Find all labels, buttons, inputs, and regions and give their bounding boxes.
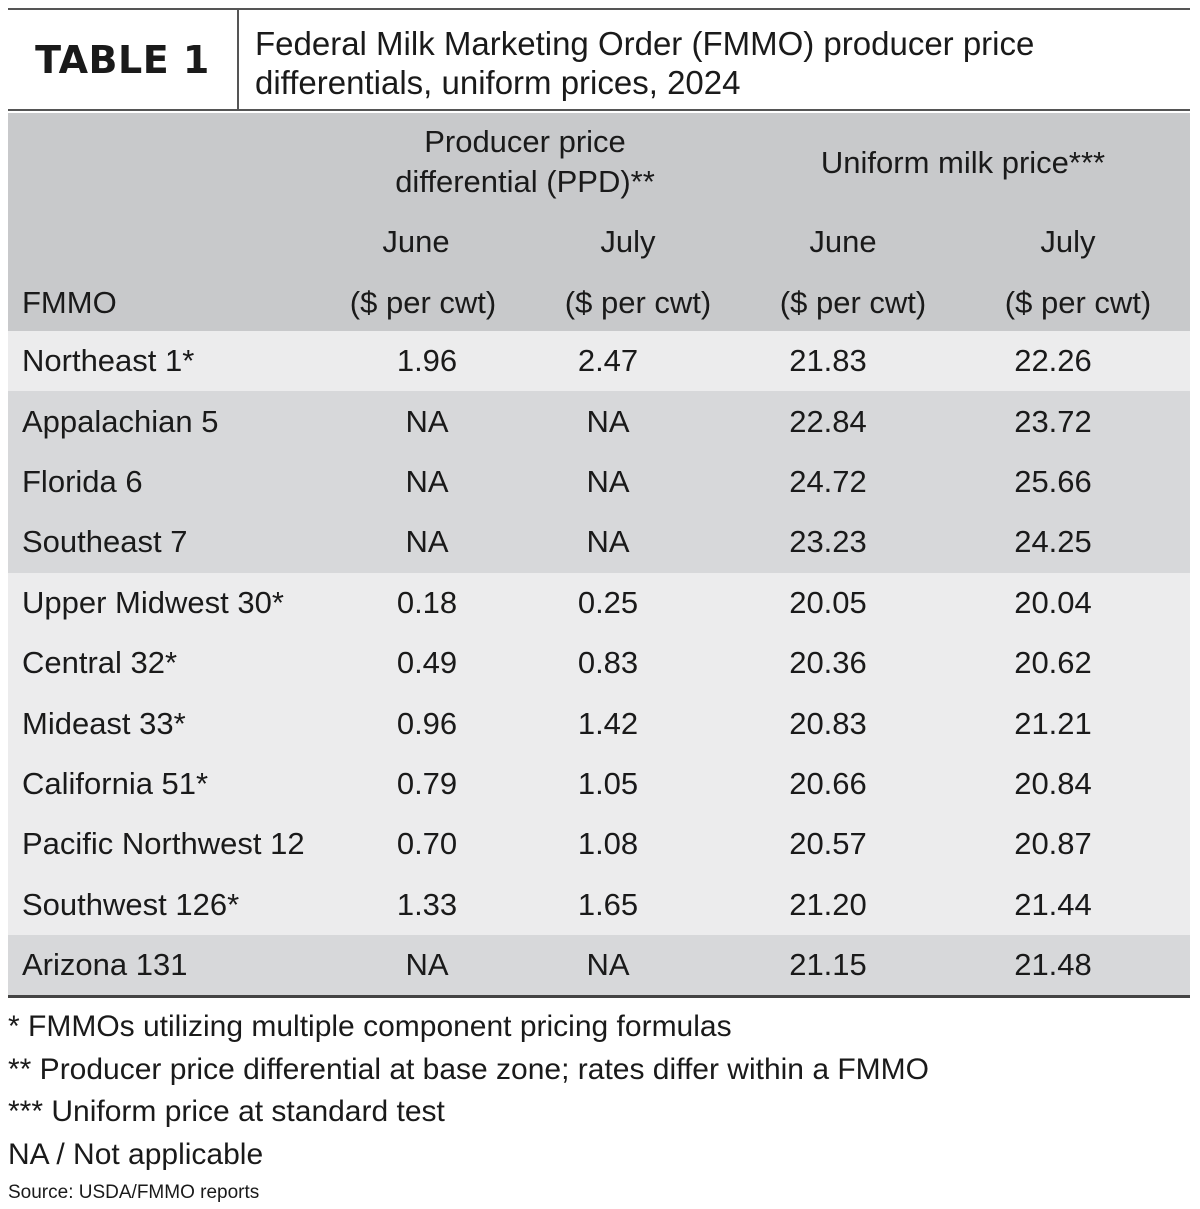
uniform-june-value: 23.23 [789,524,867,560]
table-number-label: TABLE 1 [8,10,239,109]
table-row: Upper Midwest 30* 0.18 0.25 20.05 20.04 [8,573,1190,633]
fmmo-name: Mideast 33* [22,705,186,741]
ppd-june-value: NA [405,947,449,983]
ppd-july-value: 0.25 [577,584,639,620]
row-group-3: Upper Midwest 30* 0.18 0.25 20.05 20.04 … [8,572,1190,935]
uniform-july-value: 20.84 [1014,765,1092,801]
table-title-line-1: Federal Milk Marketing Order (FMMO) prod… [255,25,1035,62]
fmmo-name: Upper Midwest 30* [22,584,284,620]
uniform-july-value: 21.21 [1014,705,1092,741]
uniform-june-value: 22.84 [789,403,867,439]
row-group-2: Appalachian 5 NA NA 22.84 23.72 Florida … [8,391,1190,573]
row-group-1: Northeast 1* 1.96 2.47 21.83 22.26 [8,331,1190,392]
table-row: Northeast 1* 1.96 2.47 21.83 22.26 [8,331,1190,391]
footnote-2: ** Producer price differential at base z… [8,1052,929,1086]
table-header-bar: TABLE 1 Federal Milk Marketing Order (FM… [8,8,1190,111]
uniform-july-value: 20.87 [1014,826,1092,862]
fmmo-name: Pacific Northwest 12 [22,826,305,862]
uniform-june-value: 20.57 [789,826,867,862]
ppd-july-value: 0.83 [577,645,639,681]
uniform-june-value: 20.83 [789,705,867,741]
uniform-june-value: 21.83 [789,343,867,379]
table-row: California 51* 0.79 1.05 20.66 20.84 [8,754,1190,814]
table-column-header: Producer price differential (PPD)** Unif… [8,113,1190,331]
uniform-july-header: July [1040,224,1096,259]
uniform-july-value: 22.26 [1014,343,1092,379]
uniform-june-value: 20.05 [789,584,867,620]
uniform-june-header: June [809,224,877,259]
ppd-july-value: 1.05 [577,765,639,801]
ppd-july-value: NA [586,463,630,499]
footnote-3: *** Uniform price at standard test [8,1095,445,1128]
table-title: Federal Milk Marketing Order (FMMO) prod… [239,10,1190,109]
fmmo-column-header: FMMO [22,285,117,320]
fmmo-name: Northeast 1* [22,343,195,379]
fmmo-name: Southeast 7 [22,524,188,560]
footnotes: * FMMOs utilizing multiple component pri… [8,1006,929,1208]
ppd-june-unit: ($ per cwt) [349,285,497,320]
ppd-june-value: 0.49 [396,645,458,681]
table-row: Florida 6 NA NA 24.72 25.66 [8,452,1190,512]
uniform-june-value: 20.36 [789,645,867,681]
ppd-july-value: NA [586,403,630,439]
ppd-june-header: June [382,224,450,259]
footnote-1: * FMMOs utilizing multiple component pri… [8,1010,732,1043]
row-group-4: Arizona 131 NA NA 21.15 21.48 [8,934,1190,996]
ppd-july-unit: ($ per cwt) [564,285,712,320]
ppd-june-value: NA [405,524,449,560]
table-title-line-2: differentials, uniform prices, 2024 [255,64,741,101]
ppd-june-value: 0.18 [396,584,458,620]
uniform-july-value: 20.62 [1014,645,1092,681]
ppd-group-header-line-2: differential (PPD)** [395,164,655,199]
ppd-group-header-line-1: Producer price [424,124,626,159]
uniform-july-value: 24.25 [1014,524,1092,560]
uniform-july-value: 21.48 [1014,947,1092,983]
ppd-july-header: July [600,224,656,259]
ppd-june-value: 1.96 [396,343,458,379]
fmmo-name: Appalachian 5 [22,403,219,439]
ppd-july-value: 1.65 [577,886,639,922]
ppd-june-value: 0.79 [396,765,458,801]
table-row: Central 32* 0.49 0.83 20.36 20.62 [8,633,1190,693]
ppd-july-value: 1.42 [577,705,639,741]
uniform-june-value: 20.66 [789,765,867,801]
table-row: Pacific Northwest 12 0.70 1.08 20.57 20.… [8,814,1190,874]
ppd-group-header: Producer price differential (PPD)** [318,122,732,202]
table-row: Appalachian 5 NA NA 22.84 23.72 [8,391,1190,451]
fmmo-name: Southwest 126* [22,886,240,922]
ppd-july-value: 1.08 [577,826,639,862]
fmmo-name: Florida 6 [22,463,143,499]
ppd-july-value: NA [586,524,630,560]
table-row: Mideast 33* 0.96 1.42 20.83 21.21 [8,693,1190,753]
ppd-june-value: NA [405,403,449,439]
fmmo-name: Arizona 131 [22,947,188,983]
uniform-june-value: 21.20 [789,886,867,922]
footnote-4: NA / Not applicable [8,1137,264,1171]
table-row: Southeast 7 NA NA 23.23 24.25 [8,512,1190,572]
uniform-july-value: 25.66 [1014,463,1092,499]
ppd-june-value: 0.96 [396,705,458,741]
uniform-group-header: Uniform milk price*** [820,145,1106,180]
data-table: Producer price differential (PPD)** Unif… [8,113,1190,999]
ppd-june-value: 0.70 [396,826,458,862]
ppd-july-value: 2.47 [577,343,639,379]
uniform-july-unit: ($ per cwt) [1004,285,1152,320]
source-note: Source: USDA/FMMO reports [8,1182,260,1203]
table-row: Southwest 126* 1.33 1.65 21.20 21.44 [8,875,1190,935]
fmmo-name: California 51* [22,765,209,801]
fmmo-name: Central 32* [22,645,178,681]
table-bottom-rule [8,995,1190,999]
uniform-july-value: 20.04 [1014,584,1092,620]
uniform-july-value: 21.44 [1014,886,1092,922]
ppd-july-value: NA [586,947,630,983]
uniform-june-value: 24.72 [789,463,867,499]
table-row: Arizona 131 NA NA 21.15 21.48 [8,935,1190,995]
uniform-july-value: 23.72 [1014,403,1092,439]
uniform-june-value: 21.15 [789,947,867,983]
ppd-june-value: NA [405,463,449,499]
ppd-june-value: 1.33 [396,886,458,922]
uniform-june-unit: ($ per cwt) [779,285,927,320]
